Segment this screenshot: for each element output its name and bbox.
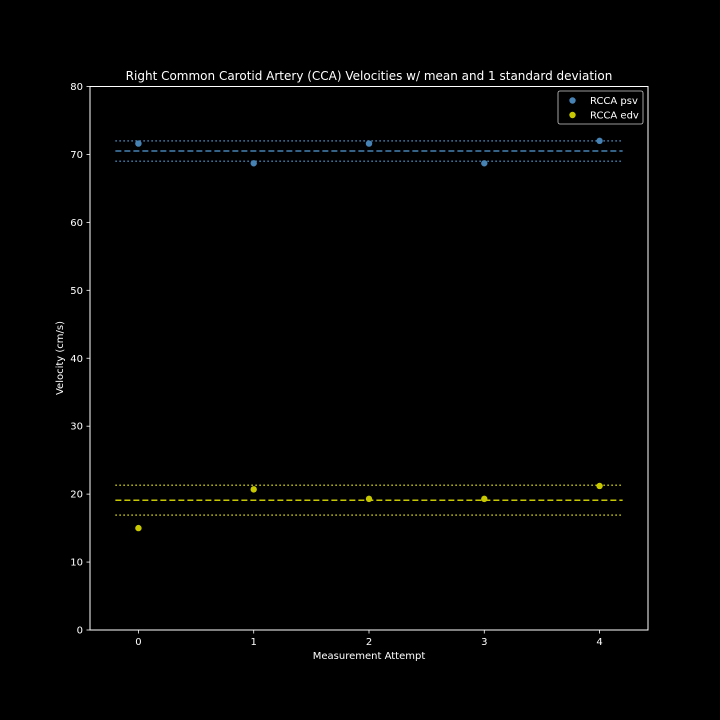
y-tick-label: 30 [70,422,83,433]
y-tick-label: 10 [70,558,83,569]
data-point [596,137,603,145]
plot-frame [89,86,649,631]
y-tick-label: 20 [70,490,83,501]
y-tick-label: 80 [70,82,83,93]
data-points [135,137,603,532]
y-tick-label: 60 [70,218,83,229]
x-tick-label: 3 [481,637,487,648]
legend-box [557,90,644,125]
legend-label: RCCA psv [590,96,638,107]
data-point [135,140,142,147]
y-tick-label: 70 [70,150,83,161]
y-tick-label: 50 [70,286,83,297]
data-point [250,160,257,167]
data-point [596,482,603,490]
data-point [250,486,257,493]
chart-title: Right Common Carotid Artery (CCA) Veloci… [126,69,613,83]
data-point [481,160,488,167]
x-axis: 0 1 2 3 4 [135,630,603,648]
data-point [481,495,488,503]
legend-marker [569,97,576,104]
y-axis: 0 10 20 30 40 50 60 70 80 [70,82,90,637]
x-tick-label: 4 [596,637,602,648]
legend-marker [569,111,576,119]
x-tick-label: 1 [251,637,257,648]
legend: RCCA psv RCCA edv [557,90,644,125]
legend-label: RCCA edv [590,111,639,122]
reference-lines [115,140,623,516]
x-tick-label: 0 [135,637,141,648]
y-tick-label: 0 [77,626,83,637]
data-point [135,524,142,532]
y-tick-label: 40 [70,354,83,365]
data-point [365,140,373,147]
x-axis-label: Measurement Attempt [313,651,426,662]
x-tick-label: 2 [366,637,372,648]
y-axis-label: Velocity (cm/s) [55,321,66,395]
data-point [365,495,373,503]
